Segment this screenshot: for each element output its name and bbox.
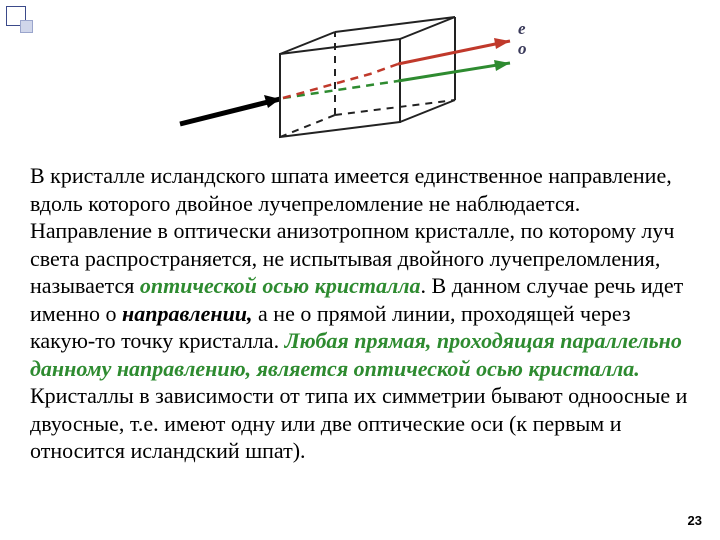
highlight-optical-axis: оптической осью кристалла	[140, 273, 421, 298]
svg-text:e: e	[518, 19, 526, 38]
corner-decoration	[6, 6, 40, 40]
highlight-direction: направлении,	[122, 301, 253, 326]
deco-small-square	[20, 20, 33, 33]
body-text: В кристалле исландского шпата имеется ед…	[30, 162, 690, 465]
para-4: Кристаллы в зависимости от типа их симме…	[30, 383, 687, 463]
page-number: 23	[688, 513, 702, 528]
svg-text:o: o	[518, 39, 527, 58]
birefringence-diagram: e o	[170, 4, 550, 159]
